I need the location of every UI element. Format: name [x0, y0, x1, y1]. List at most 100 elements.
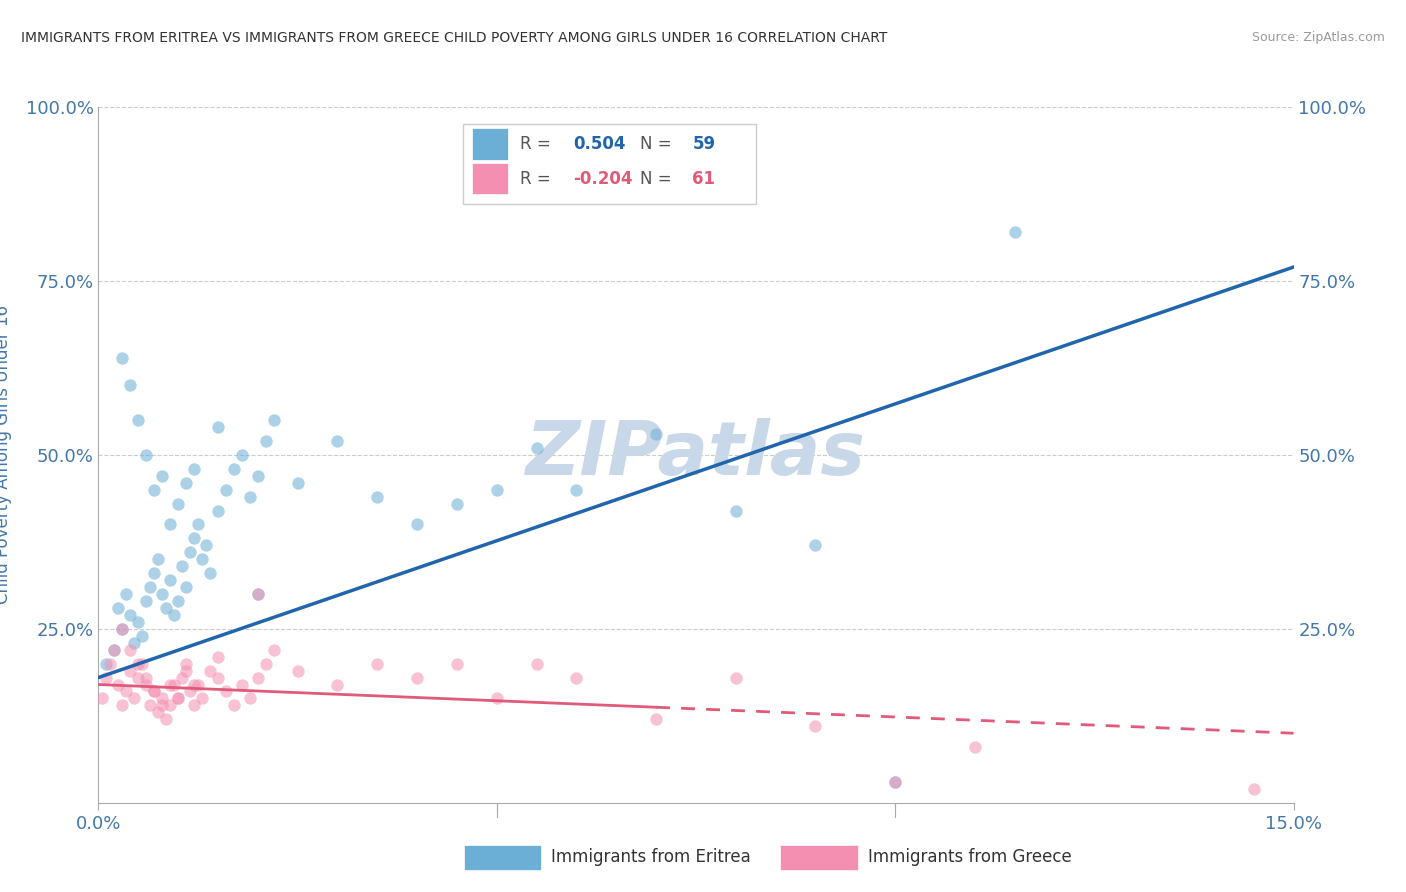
Point: [263, 413, 285, 427]
FancyBboxPatch shape: [472, 163, 509, 194]
Point: [406, 517, 429, 532]
Point: [804, 538, 827, 552]
Point: [446, 657, 468, 671]
Point: [148, 706, 170, 720]
Point: [884, 775, 907, 789]
Point: [155, 712, 177, 726]
Point: [172, 559, 194, 574]
Point: [187, 517, 209, 532]
Point: [215, 684, 238, 698]
Point: [103, 642, 125, 657]
Point: [143, 684, 166, 698]
Point: [565, 671, 588, 685]
Point: [526, 441, 548, 455]
Point: [167, 497, 190, 511]
Point: [198, 664, 221, 678]
Point: [120, 664, 142, 678]
Text: 59: 59: [692, 135, 716, 153]
Point: [150, 468, 173, 483]
Point: [179, 545, 201, 559]
Point: [135, 671, 157, 685]
Point: [366, 490, 388, 504]
Point: [163, 607, 186, 622]
Point: [91, 691, 114, 706]
Point: [326, 434, 349, 448]
Point: [159, 677, 181, 691]
Point: [222, 462, 245, 476]
Point: [446, 497, 468, 511]
Point: [526, 657, 548, 671]
Point: [124, 691, 146, 706]
Point: [963, 740, 986, 755]
Point: [111, 622, 134, 636]
Point: [1004, 225, 1026, 239]
Point: [174, 664, 197, 678]
Point: [143, 684, 166, 698]
Point: [239, 691, 262, 706]
Point: [127, 413, 149, 427]
Point: [167, 594, 190, 608]
Point: [120, 642, 142, 657]
Point: [645, 427, 668, 442]
Text: 61: 61: [692, 169, 716, 187]
Text: R =: R =: [520, 169, 557, 187]
Point: [127, 671, 149, 685]
Point: [148, 552, 170, 566]
Point: [246, 587, 269, 601]
Point: [139, 698, 162, 713]
Point: [172, 671, 194, 685]
Point: [724, 503, 747, 517]
Point: [239, 490, 262, 504]
Point: [159, 517, 181, 532]
Point: [167, 691, 190, 706]
Point: [103, 642, 125, 657]
Point: [191, 691, 214, 706]
Point: [485, 483, 508, 497]
Y-axis label: Child Poverty Among Girls Under 16: Child Poverty Among Girls Under 16: [0, 305, 11, 605]
Point: [150, 698, 173, 713]
Point: [174, 657, 197, 671]
Point: [326, 677, 349, 691]
Point: [565, 483, 588, 497]
Point: [159, 573, 181, 587]
Point: [287, 664, 309, 678]
Point: [115, 684, 138, 698]
Point: [406, 671, 429, 685]
Point: [207, 420, 229, 434]
Point: [191, 552, 214, 566]
Point: [159, 698, 181, 713]
Point: [287, 475, 309, 490]
Point: [263, 642, 285, 657]
Point: [207, 503, 229, 517]
Point: [111, 698, 134, 713]
Point: [254, 434, 277, 448]
Point: [195, 538, 218, 552]
Point: [143, 483, 166, 497]
Text: IMMIGRANTS FROM ERITREA VS IMMIGRANTS FROM GREECE CHILD POVERTY AMONG GIRLS UNDE: IMMIGRANTS FROM ERITREA VS IMMIGRANTS FR…: [21, 31, 887, 45]
Point: [246, 468, 269, 483]
Text: R =: R =: [520, 135, 557, 153]
Point: [174, 475, 197, 490]
Point: [131, 657, 153, 671]
Point: [107, 601, 129, 615]
Point: [183, 532, 205, 546]
Point: [120, 378, 142, 392]
Point: [107, 677, 129, 691]
Point: [111, 351, 134, 365]
Point: [120, 607, 142, 622]
Point: [111, 622, 134, 636]
Point: [366, 657, 388, 671]
Point: [150, 587, 173, 601]
Text: N =: N =: [640, 135, 676, 153]
Point: [96, 671, 118, 685]
Point: [135, 594, 157, 608]
Point: [207, 649, 229, 664]
Point: [179, 684, 201, 698]
Point: [135, 448, 157, 462]
Point: [222, 698, 245, 713]
Text: ZIPatlas: ZIPatlas: [526, 418, 866, 491]
Text: Immigrants from Eritrea: Immigrants from Eritrea: [551, 848, 751, 866]
Point: [804, 719, 827, 733]
Point: [124, 636, 146, 650]
Point: [96, 657, 118, 671]
